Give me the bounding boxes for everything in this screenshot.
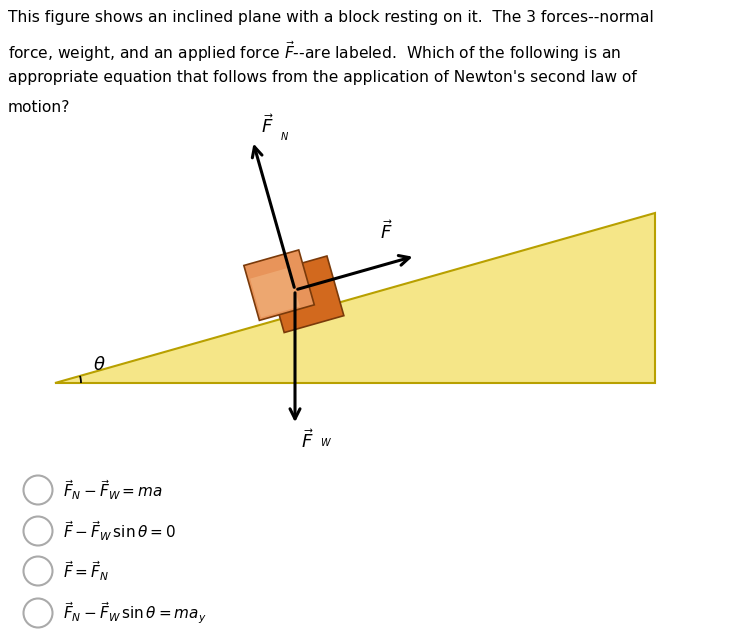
Polygon shape <box>250 268 300 318</box>
Text: $_W$: $_W$ <box>320 435 332 449</box>
Polygon shape <box>55 213 655 383</box>
Polygon shape <box>244 250 314 320</box>
Text: $\theta$: $\theta$ <box>93 356 105 374</box>
Text: $\vec{F}_{N} - \vec{F}_{W} = ma$: $\vec{F}_{N} - \vec{F}_{W} = ma$ <box>64 478 163 502</box>
Text: motion?: motion? <box>8 100 70 115</box>
Text: $_N$: $_N$ <box>280 129 289 143</box>
Text: $\vec{F}_{N} - \vec{F}_{W}\,\sin\theta = ma_y$: $\vec{F}_{N} - \vec{F}_{W}\,\sin\theta =… <box>64 600 207 626</box>
Text: force, weight, and an applied force $\vec{F}$--are labeled.  Which of the follow: force, weight, and an applied force $\ve… <box>8 40 621 64</box>
Text: $\vec{F}$: $\vec{F}$ <box>380 220 393 243</box>
Text: $\vec{F} = \vec{F}_{N}$: $\vec{F} = \vec{F}_{N}$ <box>64 559 110 583</box>
Text: appropriate equation that follows from the application of Newton's second law of: appropriate equation that follows from t… <box>8 70 637 85</box>
Text: $\vec{F}$: $\vec{F}$ <box>261 114 273 137</box>
Text: $\vec{F}$: $\vec{F}$ <box>301 429 313 452</box>
Polygon shape <box>267 256 344 332</box>
Text: This figure shows an inclined plane with a block resting on it.  The 3 forces--n: This figure shows an inclined plane with… <box>8 10 654 25</box>
Text: $\vec{F} - \vec{F}_{W}\,\sin\theta = 0$: $\vec{F} - \vec{F}_{W}\,\sin\theta = 0$ <box>64 519 176 543</box>
